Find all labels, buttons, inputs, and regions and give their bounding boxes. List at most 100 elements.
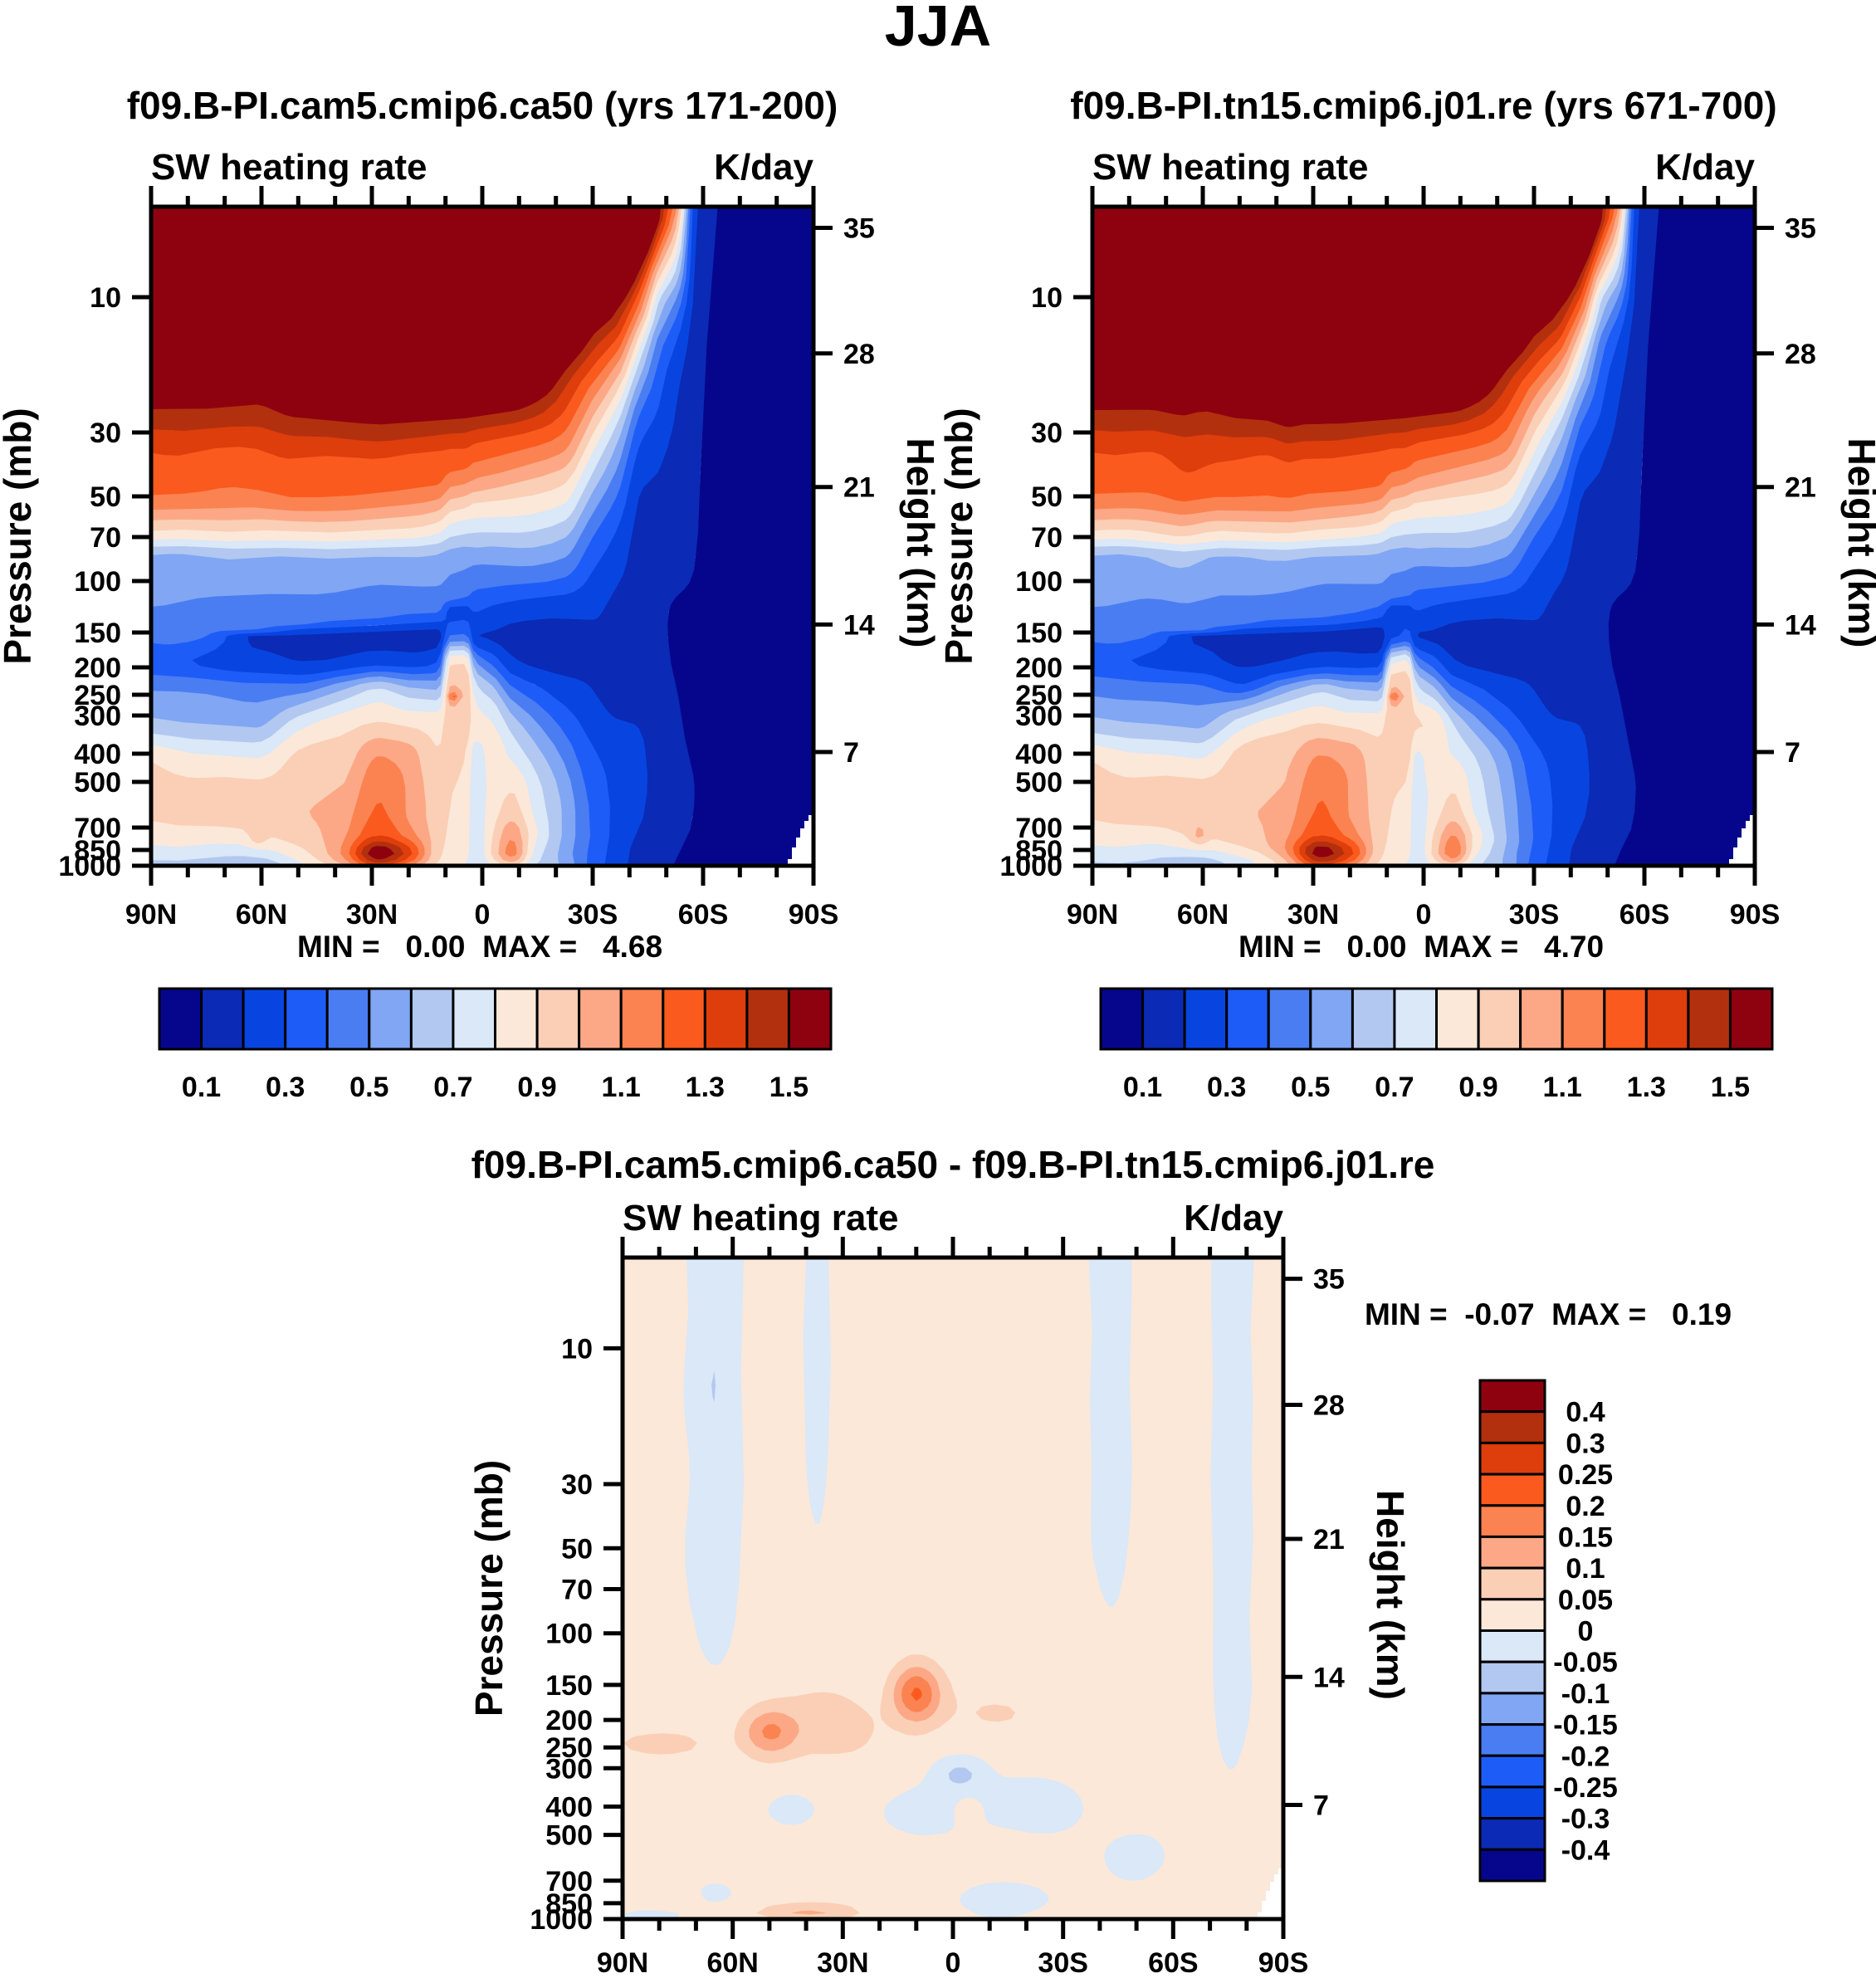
svg-text:700: 700 bbox=[545, 1866, 593, 1897]
svg-text:250: 250 bbox=[74, 680, 121, 711]
svg-text:850: 850 bbox=[74, 835, 121, 867]
svg-text:60N: 60N bbox=[1177, 899, 1229, 930]
svg-text:400: 400 bbox=[545, 1791, 593, 1823]
svg-text:1.1: 1.1 bbox=[602, 1072, 641, 1103]
svg-text:14: 14 bbox=[1313, 1662, 1345, 1693]
svg-text:35: 35 bbox=[1313, 1264, 1345, 1296]
svg-text:0.7: 0.7 bbox=[1375, 1072, 1414, 1103]
svg-text:MIN = 0.00 MAX = 4.70: MIN = 0.00 MAX = 4.70 bbox=[1238, 930, 1604, 964]
svg-text:1.1: 1.1 bbox=[1543, 1072, 1582, 1103]
svg-text:K/day: K/day bbox=[714, 147, 813, 188]
svg-text:90S: 90S bbox=[1730, 899, 1781, 930]
svg-text:K/day: K/day bbox=[1184, 1198, 1283, 1238]
svg-text:-0.4: -0.4 bbox=[1561, 1834, 1610, 1866]
svg-text:1.5: 1.5 bbox=[1711, 1072, 1750, 1103]
svg-text:150: 150 bbox=[545, 1670, 593, 1702]
svg-text:1000: 1000 bbox=[58, 851, 121, 882]
svg-text:7: 7 bbox=[1313, 1790, 1329, 1821]
svg-text:30N: 30N bbox=[817, 1947, 868, 1978]
svg-text:28: 28 bbox=[1313, 1389, 1345, 1421]
svg-text:100: 100 bbox=[545, 1619, 593, 1650]
svg-text:50: 50 bbox=[90, 481, 121, 513]
svg-text:21: 21 bbox=[1785, 472, 1816, 504]
svg-text:500: 500 bbox=[1015, 767, 1063, 799]
svg-text:-0.3: -0.3 bbox=[1561, 1804, 1610, 1835]
svg-text:0.1: 0.1 bbox=[1566, 1553, 1605, 1585]
svg-text:90N: 90N bbox=[597, 1947, 648, 1978]
svg-text:200: 200 bbox=[1015, 652, 1063, 684]
svg-text:Height (km): Height (km) bbox=[899, 438, 942, 648]
svg-text:0.9: 0.9 bbox=[1458, 1072, 1497, 1103]
svg-text:MIN = 0.00 MAX = 4.68: MIN = 0.00 MAX = 4.68 bbox=[297, 930, 662, 964]
svg-text:-0.2: -0.2 bbox=[1561, 1741, 1610, 1772]
svg-text:0: 0 bbox=[475, 899, 491, 930]
svg-text:50: 50 bbox=[1031, 481, 1063, 513]
svg-text:f09.B-PI.tn15.cmip6.j01.re (yr: f09.B-PI.tn15.cmip6.j01.re (yrs 671-700) bbox=[1070, 84, 1776, 127]
svg-text:200: 200 bbox=[545, 1705, 593, 1736]
svg-text:SW heating rate: SW heating rate bbox=[1092, 147, 1369, 188]
svg-text:0.15: 0.15 bbox=[1558, 1521, 1613, 1553]
svg-text:10: 10 bbox=[90, 282, 121, 314]
svg-text:250: 250 bbox=[1015, 680, 1063, 711]
svg-text:0.3: 0.3 bbox=[1566, 1428, 1605, 1459]
svg-text:-0.15: -0.15 bbox=[1553, 1710, 1618, 1741]
svg-text:35: 35 bbox=[1785, 213, 1816, 245]
svg-text:14: 14 bbox=[1785, 609, 1816, 641]
svg-text:30: 30 bbox=[90, 418, 121, 449]
svg-text:0.05: 0.05 bbox=[1558, 1585, 1613, 1616]
svg-text:0.5: 0.5 bbox=[1291, 1072, 1330, 1103]
svg-text:100: 100 bbox=[1015, 566, 1063, 598]
svg-text:0: 0 bbox=[1416, 899, 1432, 930]
svg-text:500: 500 bbox=[74, 767, 121, 799]
svg-text:60S: 60S bbox=[1148, 1947, 1199, 1978]
svg-text:Pressure (mb): Pressure (mb) bbox=[0, 408, 39, 664]
svg-text:0.2: 0.2 bbox=[1566, 1491, 1605, 1522]
svg-text:-0.1: -0.1 bbox=[1561, 1678, 1610, 1710]
svg-text:f09.B-PI.cam5.cmip6.ca50 (yrs: f09.B-PI.cam5.cmip6.ca50 (yrs 171-200) bbox=[127, 84, 838, 127]
svg-text:0.5: 0.5 bbox=[349, 1072, 388, 1103]
svg-text:0.4: 0.4 bbox=[1566, 1397, 1605, 1429]
svg-text:0.3: 0.3 bbox=[1207, 1072, 1246, 1103]
svg-text:MIN = -0.07 MAX = 0.19: MIN = -0.07 MAX = 0.19 bbox=[1365, 1297, 1732, 1331]
svg-text:30S: 30S bbox=[568, 899, 618, 930]
svg-text:21: 21 bbox=[843, 472, 875, 504]
svg-text:7: 7 bbox=[1785, 737, 1800, 769]
svg-text:850: 850 bbox=[1015, 835, 1063, 867]
svg-text:700: 700 bbox=[1015, 813, 1063, 844]
svg-text:JJA: JJA bbox=[885, 0, 991, 58]
svg-text:150: 150 bbox=[74, 618, 121, 649]
svg-text:400: 400 bbox=[1015, 739, 1063, 770]
svg-text:1.3: 1.3 bbox=[1627, 1072, 1666, 1103]
svg-text:0.3: 0.3 bbox=[266, 1072, 305, 1103]
svg-text:50: 50 bbox=[561, 1533, 593, 1565]
svg-text:70: 70 bbox=[1031, 522, 1063, 554]
svg-text:0.25: 0.25 bbox=[1558, 1459, 1613, 1491]
svg-text:10: 10 bbox=[561, 1333, 593, 1365]
svg-text:7: 7 bbox=[843, 737, 859, 769]
svg-text:90S: 90S bbox=[1258, 1947, 1309, 1978]
svg-text:0.1: 0.1 bbox=[182, 1072, 221, 1103]
svg-text:30: 30 bbox=[1031, 418, 1063, 449]
svg-text:28: 28 bbox=[1785, 339, 1816, 370]
svg-text:1.5: 1.5 bbox=[769, 1072, 809, 1103]
svg-text:90N: 90N bbox=[125, 899, 177, 930]
svg-text:Height (km): Height (km) bbox=[1840, 438, 1876, 648]
svg-text:30S: 30S bbox=[1038, 1947, 1088, 1978]
svg-text:Pressure (mb): Pressure (mb) bbox=[467, 1460, 511, 1717]
svg-text:90N: 90N bbox=[1067, 899, 1118, 930]
svg-text:14: 14 bbox=[843, 609, 875, 641]
svg-text:700: 700 bbox=[74, 813, 121, 844]
svg-text:0.1: 0.1 bbox=[1123, 1072, 1162, 1103]
svg-text:60N: 60N bbox=[706, 1947, 758, 1978]
svg-text:1000: 1000 bbox=[530, 1904, 593, 1936]
svg-text:150: 150 bbox=[1015, 618, 1063, 649]
svg-text:400: 400 bbox=[74, 739, 121, 770]
svg-text:850: 850 bbox=[545, 1888, 593, 1920]
svg-text:0.9: 0.9 bbox=[517, 1072, 556, 1103]
svg-text:1.3: 1.3 bbox=[686, 1072, 725, 1103]
svg-text:f09.B-PI.cam5.cmip6.ca50 - f09: f09.B-PI.cam5.cmip6.ca50 - f09.B-PI.tn15… bbox=[471, 1143, 1435, 1186]
svg-text:60N: 60N bbox=[236, 899, 287, 930]
svg-text:21: 21 bbox=[1313, 1524, 1345, 1556]
svg-text:1000: 1000 bbox=[999, 851, 1063, 882]
svg-text:300: 300 bbox=[74, 701, 121, 732]
